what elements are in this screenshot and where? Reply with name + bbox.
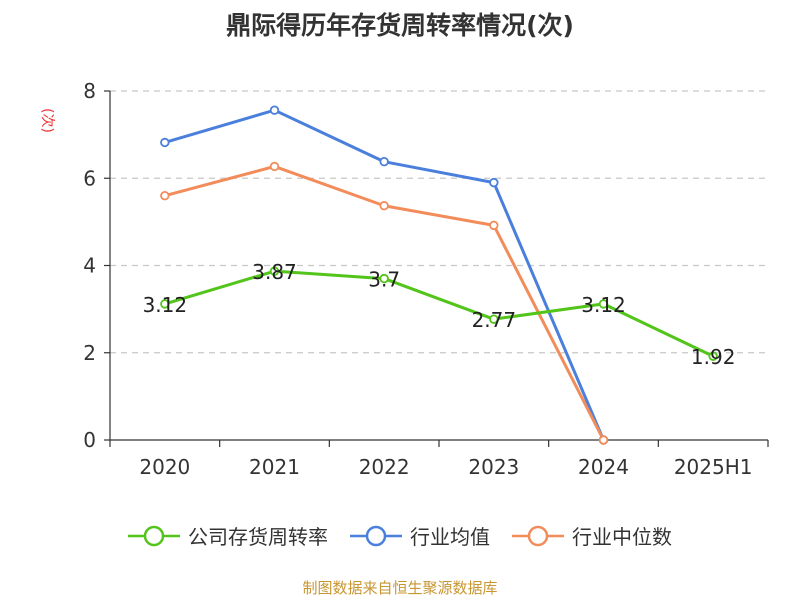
data-point <box>489 177 499 188</box>
legend-item-industry-mean[interactable]: 行业均值 <box>350 521 490 550</box>
data-point <box>489 220 499 231</box>
data-point <box>269 161 280 172</box>
data-point <box>269 266 280 276</box>
series-lines <box>164 108 714 441</box>
x-tick-label: 2025H1 <box>674 455 753 479</box>
legend-swatch-industry-mean <box>350 525 402 546</box>
y-tick-label: 6 <box>83 166 96 190</box>
legend-label-industry-median: 行业中位数 <box>572 525 672 549</box>
legend-swatch-company <box>128 525 180 546</box>
data-point <box>160 137 170 148</box>
x-tick-label: 2022 <box>359 455 410 479</box>
data-point <box>708 351 718 361</box>
data-point <box>269 105 280 115</box>
y-tick-label: 4 <box>83 254 96 278</box>
legend-item-company[interactable]: 公司存货周转率 <box>128 521 328 550</box>
series-points <box>160 105 718 445</box>
data-label: 1.92 <box>691 345 736 369</box>
data-point <box>598 299 609 309</box>
data-label: 3.12 <box>581 293 626 317</box>
legend: 公司存货周转率 行业均值 行业中位数 <box>0 521 800 550</box>
chart-title: 鼎际得历年存货周转率情况(次) <box>226 11 574 40</box>
legend-item-industry-median[interactable]: 行业中位数 <box>512 521 672 550</box>
data-label: 2.77 <box>472 308 517 332</box>
series-line-0 <box>164 269 714 358</box>
data-label: 3.12 <box>143 293 188 317</box>
data-point <box>379 156 389 167</box>
legend-swatch-industry-median <box>512 525 564 546</box>
data-point <box>598 435 609 445</box>
data-point <box>379 273 389 284</box>
data-point <box>160 190 170 201</box>
x-tick-label: 2021 <box>249 455 300 479</box>
y-tick-label: 8 <box>83 79 96 103</box>
axes: 0 2 4 6 8 2020 2021 2022 2023 2024 2025H1 <box>83 79 769 479</box>
data-point <box>160 299 170 309</box>
data-point <box>489 314 499 324</box>
y-tick-label: 2 <box>83 341 96 365</box>
x-tick-label: 2024 <box>578 455 629 479</box>
legend-label-industry-mean: 行业均值 <box>410 525 490 549</box>
data-label: 3.87 <box>252 260 297 284</box>
y-tick-label: 0 <box>83 428 96 452</box>
source-note: 制图数据来自恒生聚源数据库 <box>302 579 498 597</box>
data-label: 3.7 <box>368 268 400 292</box>
data-point <box>379 201 389 211</box>
x-tick-label: 2023 <box>468 455 519 479</box>
data-labels: 3.12 3.87 3.7 2.77 3.12 1.92 <box>143 260 736 369</box>
legend-label-company: 公司存货周转率 <box>188 525 328 549</box>
x-tick-label: 2020 <box>139 455 190 479</box>
